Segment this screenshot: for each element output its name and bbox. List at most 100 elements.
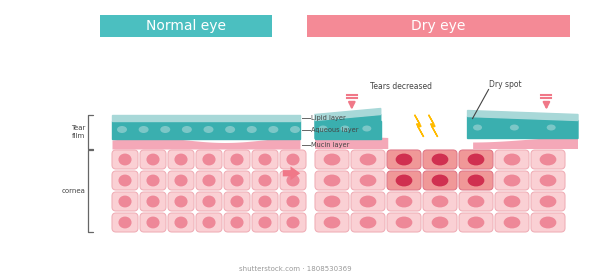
Ellipse shape <box>203 217 215 228</box>
FancyBboxPatch shape <box>315 213 349 232</box>
FancyBboxPatch shape <box>196 213 222 232</box>
Ellipse shape <box>259 196 271 207</box>
Ellipse shape <box>119 154 131 165</box>
FancyBboxPatch shape <box>112 150 138 169</box>
Ellipse shape <box>231 196 243 207</box>
FancyBboxPatch shape <box>495 192 529 211</box>
Ellipse shape <box>259 154 271 165</box>
FancyBboxPatch shape <box>495 171 529 190</box>
FancyBboxPatch shape <box>351 171 385 190</box>
FancyBboxPatch shape <box>307 15 570 37</box>
Ellipse shape <box>231 175 243 186</box>
FancyBboxPatch shape <box>224 171 250 190</box>
Ellipse shape <box>468 175 484 186</box>
Ellipse shape <box>396 196 412 207</box>
Ellipse shape <box>362 125 371 132</box>
Ellipse shape <box>182 126 192 133</box>
Ellipse shape <box>324 196 340 207</box>
FancyBboxPatch shape <box>423 171 457 190</box>
Ellipse shape <box>324 175 340 186</box>
FancyBboxPatch shape <box>351 192 385 211</box>
Polygon shape <box>467 111 578 120</box>
Ellipse shape <box>396 217 412 228</box>
FancyBboxPatch shape <box>459 192 493 211</box>
Ellipse shape <box>225 126 235 133</box>
FancyBboxPatch shape <box>140 171 166 190</box>
FancyBboxPatch shape <box>531 192 565 211</box>
FancyBboxPatch shape <box>423 150 457 169</box>
FancyBboxPatch shape <box>351 150 385 169</box>
Ellipse shape <box>139 126 149 133</box>
Ellipse shape <box>287 196 299 207</box>
FancyBboxPatch shape <box>140 192 166 211</box>
Ellipse shape <box>319 125 327 132</box>
Ellipse shape <box>287 154 299 165</box>
FancyBboxPatch shape <box>423 213 457 232</box>
Ellipse shape <box>432 196 448 207</box>
Polygon shape <box>415 115 424 137</box>
Ellipse shape <box>231 154 243 165</box>
FancyBboxPatch shape <box>168 192 194 211</box>
Text: cornea: cornea <box>61 188 85 194</box>
FancyBboxPatch shape <box>315 171 349 190</box>
Text: Normal eye: Normal eye <box>146 19 226 33</box>
Ellipse shape <box>504 175 520 186</box>
Ellipse shape <box>175 175 187 186</box>
Ellipse shape <box>147 196 159 207</box>
FancyBboxPatch shape <box>168 150 194 169</box>
Ellipse shape <box>432 217 448 228</box>
FancyBboxPatch shape <box>459 213 493 232</box>
Ellipse shape <box>175 217 187 228</box>
FancyBboxPatch shape <box>252 150 278 169</box>
Ellipse shape <box>147 217 159 228</box>
FancyBboxPatch shape <box>112 171 138 190</box>
FancyBboxPatch shape <box>196 150 222 169</box>
Ellipse shape <box>360 217 376 228</box>
Ellipse shape <box>203 175 215 186</box>
FancyBboxPatch shape <box>387 171 421 190</box>
Bar <box>112 120 300 139</box>
Ellipse shape <box>540 175 556 186</box>
FancyBboxPatch shape <box>196 192 222 211</box>
Ellipse shape <box>203 196 215 207</box>
Ellipse shape <box>396 154 412 165</box>
FancyBboxPatch shape <box>315 150 349 169</box>
FancyBboxPatch shape <box>315 192 349 211</box>
Ellipse shape <box>396 175 412 186</box>
FancyBboxPatch shape <box>351 213 385 232</box>
Bar <box>112 115 300 120</box>
FancyBboxPatch shape <box>112 192 138 211</box>
FancyBboxPatch shape <box>140 150 166 169</box>
Text: Tears decreased: Tears decreased <box>370 81 432 90</box>
Ellipse shape <box>287 175 299 186</box>
FancyBboxPatch shape <box>224 213 250 232</box>
FancyBboxPatch shape <box>495 150 529 169</box>
Polygon shape <box>467 116 578 139</box>
Polygon shape <box>315 109 381 120</box>
FancyBboxPatch shape <box>252 171 278 190</box>
Ellipse shape <box>473 125 482 130</box>
Text: Mucin layer: Mucin layer <box>311 141 349 148</box>
Ellipse shape <box>540 217 556 228</box>
Ellipse shape <box>259 217 271 228</box>
FancyBboxPatch shape <box>224 150 250 169</box>
Ellipse shape <box>203 154 215 165</box>
Ellipse shape <box>360 196 376 207</box>
Ellipse shape <box>540 196 556 207</box>
FancyBboxPatch shape <box>423 192 457 211</box>
Ellipse shape <box>504 196 520 207</box>
Ellipse shape <box>175 154 187 165</box>
Ellipse shape <box>175 196 187 207</box>
Polygon shape <box>428 115 438 137</box>
Text: Dry eye: Dry eye <box>411 19 466 33</box>
FancyBboxPatch shape <box>280 171 306 190</box>
FancyBboxPatch shape <box>196 171 222 190</box>
FancyBboxPatch shape <box>280 213 306 232</box>
Ellipse shape <box>540 154 556 165</box>
Ellipse shape <box>468 217 484 228</box>
Ellipse shape <box>504 217 520 228</box>
Ellipse shape <box>160 126 171 133</box>
Text: shutterstock.com · 1808530369: shutterstock.com · 1808530369 <box>239 266 351 272</box>
FancyBboxPatch shape <box>531 171 565 190</box>
FancyBboxPatch shape <box>459 171 493 190</box>
